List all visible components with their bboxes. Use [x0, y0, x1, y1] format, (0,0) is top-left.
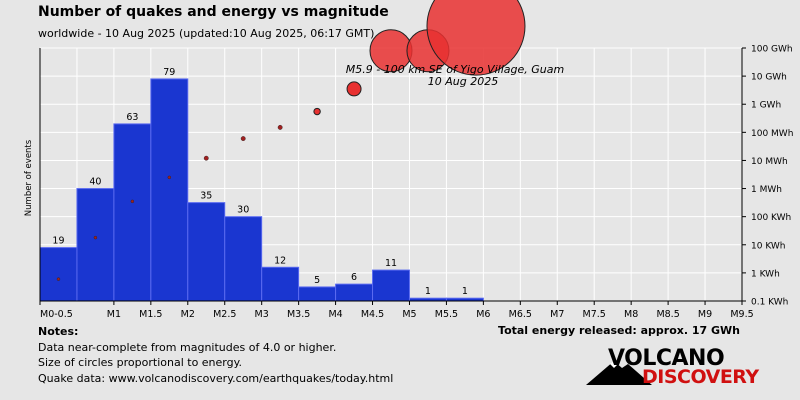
- volcanodiscovery-logo: VOLCANO DISCOVERY: [584, 346, 764, 394]
- x-tick-label: M4.5: [361, 309, 384, 320]
- energy-tick-label: 1 GWh: [751, 101, 781, 111]
- x-tick-label: M9: [698, 309, 712, 320]
- bar-count-label: 63: [126, 112, 138, 123]
- energy-tick-label: 10 MWh: [751, 157, 788, 167]
- logo-word-discovery: DISCOVERY: [642, 366, 759, 388]
- bar-count-label: 1: [425, 286, 431, 297]
- energy-circle: [203, 155, 209, 161]
- x-tick-label: M8.5: [656, 309, 679, 320]
- annotation-line1: M5.9 - 100 km SE of Yigo Village, Guam: [346, 63, 564, 76]
- histogram-bar: [372, 269, 410, 302]
- energy-tick-label: 10 GWh: [751, 73, 787, 83]
- energy-circle: [56, 277, 61, 281]
- bar-count-label: 6: [351, 272, 357, 283]
- x-tick-label: M6.5: [509, 309, 532, 320]
- x-tick-label: M7: [550, 309, 564, 320]
- chart-subtitle: worldwide - 10 Aug 2025 (updated:10 Aug …: [38, 27, 375, 40]
- energy-circle: [93, 235, 98, 240]
- bar-count-label: 30: [237, 205, 249, 216]
- x-tick-label: M1: [107, 309, 121, 320]
- x-tick-label: M9.5: [730, 309, 753, 320]
- histogram-bar: [261, 266, 300, 302]
- bar-count-label: 35: [200, 191, 212, 202]
- energy-circle: [240, 136, 246, 141]
- energy-circle: [426, 0, 526, 76]
- histogram-bar: [335, 283, 374, 302]
- chart-title: Number of quakes and energy vs magnitude: [38, 4, 389, 20]
- axis-layer: M0-0.5 M1 M1.5 M2 M2.5 M3 M3.5 M4 M4.5 M5 M5.5 M6 M6…: [39, 45, 793, 320]
- energy-circle-layer: [56, 0, 526, 281]
- x-tick-label: M7.5: [583, 309, 606, 320]
- x-tick-label: M5.5: [435, 309, 458, 320]
- notes-line3: Quake data: www.volcanodiscovery.com/ear…: [38, 371, 394, 385]
- energy-tick-label: 0.1 KWh: [751, 298, 788, 308]
- histogram-bar: [298, 286, 337, 302]
- energy-circle: [277, 124, 283, 130]
- x-tick-label: M8: [624, 309, 638, 320]
- bar-count-label: 19: [52, 236, 64, 247]
- energy-tick-label: 100 MWh: [751, 129, 793, 139]
- x-tick-label: M6: [476, 309, 490, 320]
- histogram-bar: [224, 216, 263, 302]
- bar-count-label: 5: [314, 275, 320, 286]
- energy-circle: [130, 199, 135, 204]
- volcano-logo-icon: [586, 361, 652, 385]
- bar-count-label: 40: [89, 177, 101, 188]
- bar-count-label: 11: [385, 258, 397, 269]
- x-tick-label: M0-0.5: [40, 309, 73, 320]
- energy-tick-label: 100 GWh: [751, 45, 793, 55]
- notes-heading: Notes:: [38, 325, 79, 338]
- histogram-bar: [150, 78, 189, 302]
- x-tick-label: M4: [328, 309, 342, 320]
- x-tick-label: M2: [181, 309, 195, 320]
- notes-block: Notes: Data near-complete from magnitude…: [38, 324, 393, 386]
- annotation-line2: 10 Aug 2025: [428, 75, 498, 88]
- y-axis-label: Number of events: [24, 139, 34, 216]
- x-tick-label: M5: [402, 309, 416, 320]
- bar-count-label: 12: [274, 255, 286, 266]
- x-tick-label: M3.5: [287, 309, 310, 320]
- x-tick-label: M3: [255, 309, 269, 320]
- x-tick-label: M2.5: [213, 309, 236, 320]
- energy-circle: [313, 107, 321, 116]
- histogram-bar: [76, 188, 115, 302]
- notes-line2: Size of circles proportional to energy.: [38, 356, 243, 369]
- energy-circle: [167, 175, 172, 180]
- energy-tick-label: 1 KWh: [751, 269, 780, 279]
- energy-tick-label: 100 KWh: [751, 213, 791, 223]
- energy-circle: [346, 81, 362, 97]
- bar-count-label: 79: [163, 67, 175, 78]
- histogram-bar: [187, 202, 226, 302]
- histogram-bar: [39, 247, 78, 302]
- histogram-bar: [113, 123, 152, 302]
- bar-count-label: 1: [462, 286, 468, 297]
- notes-line1: Data near-complete from magnitudes of 4.…: [38, 340, 337, 354]
- logo-word-volcano: VOLCANO: [608, 346, 725, 371]
- x-tick-label: M1.5: [139, 309, 162, 320]
- energy-tick-label: 10 KWh: [751, 241, 786, 251]
- energy-tick-label: 1 MWh: [751, 185, 782, 195]
- total-energy: Total energy released: approx. 17 GWh: [498, 324, 740, 337]
